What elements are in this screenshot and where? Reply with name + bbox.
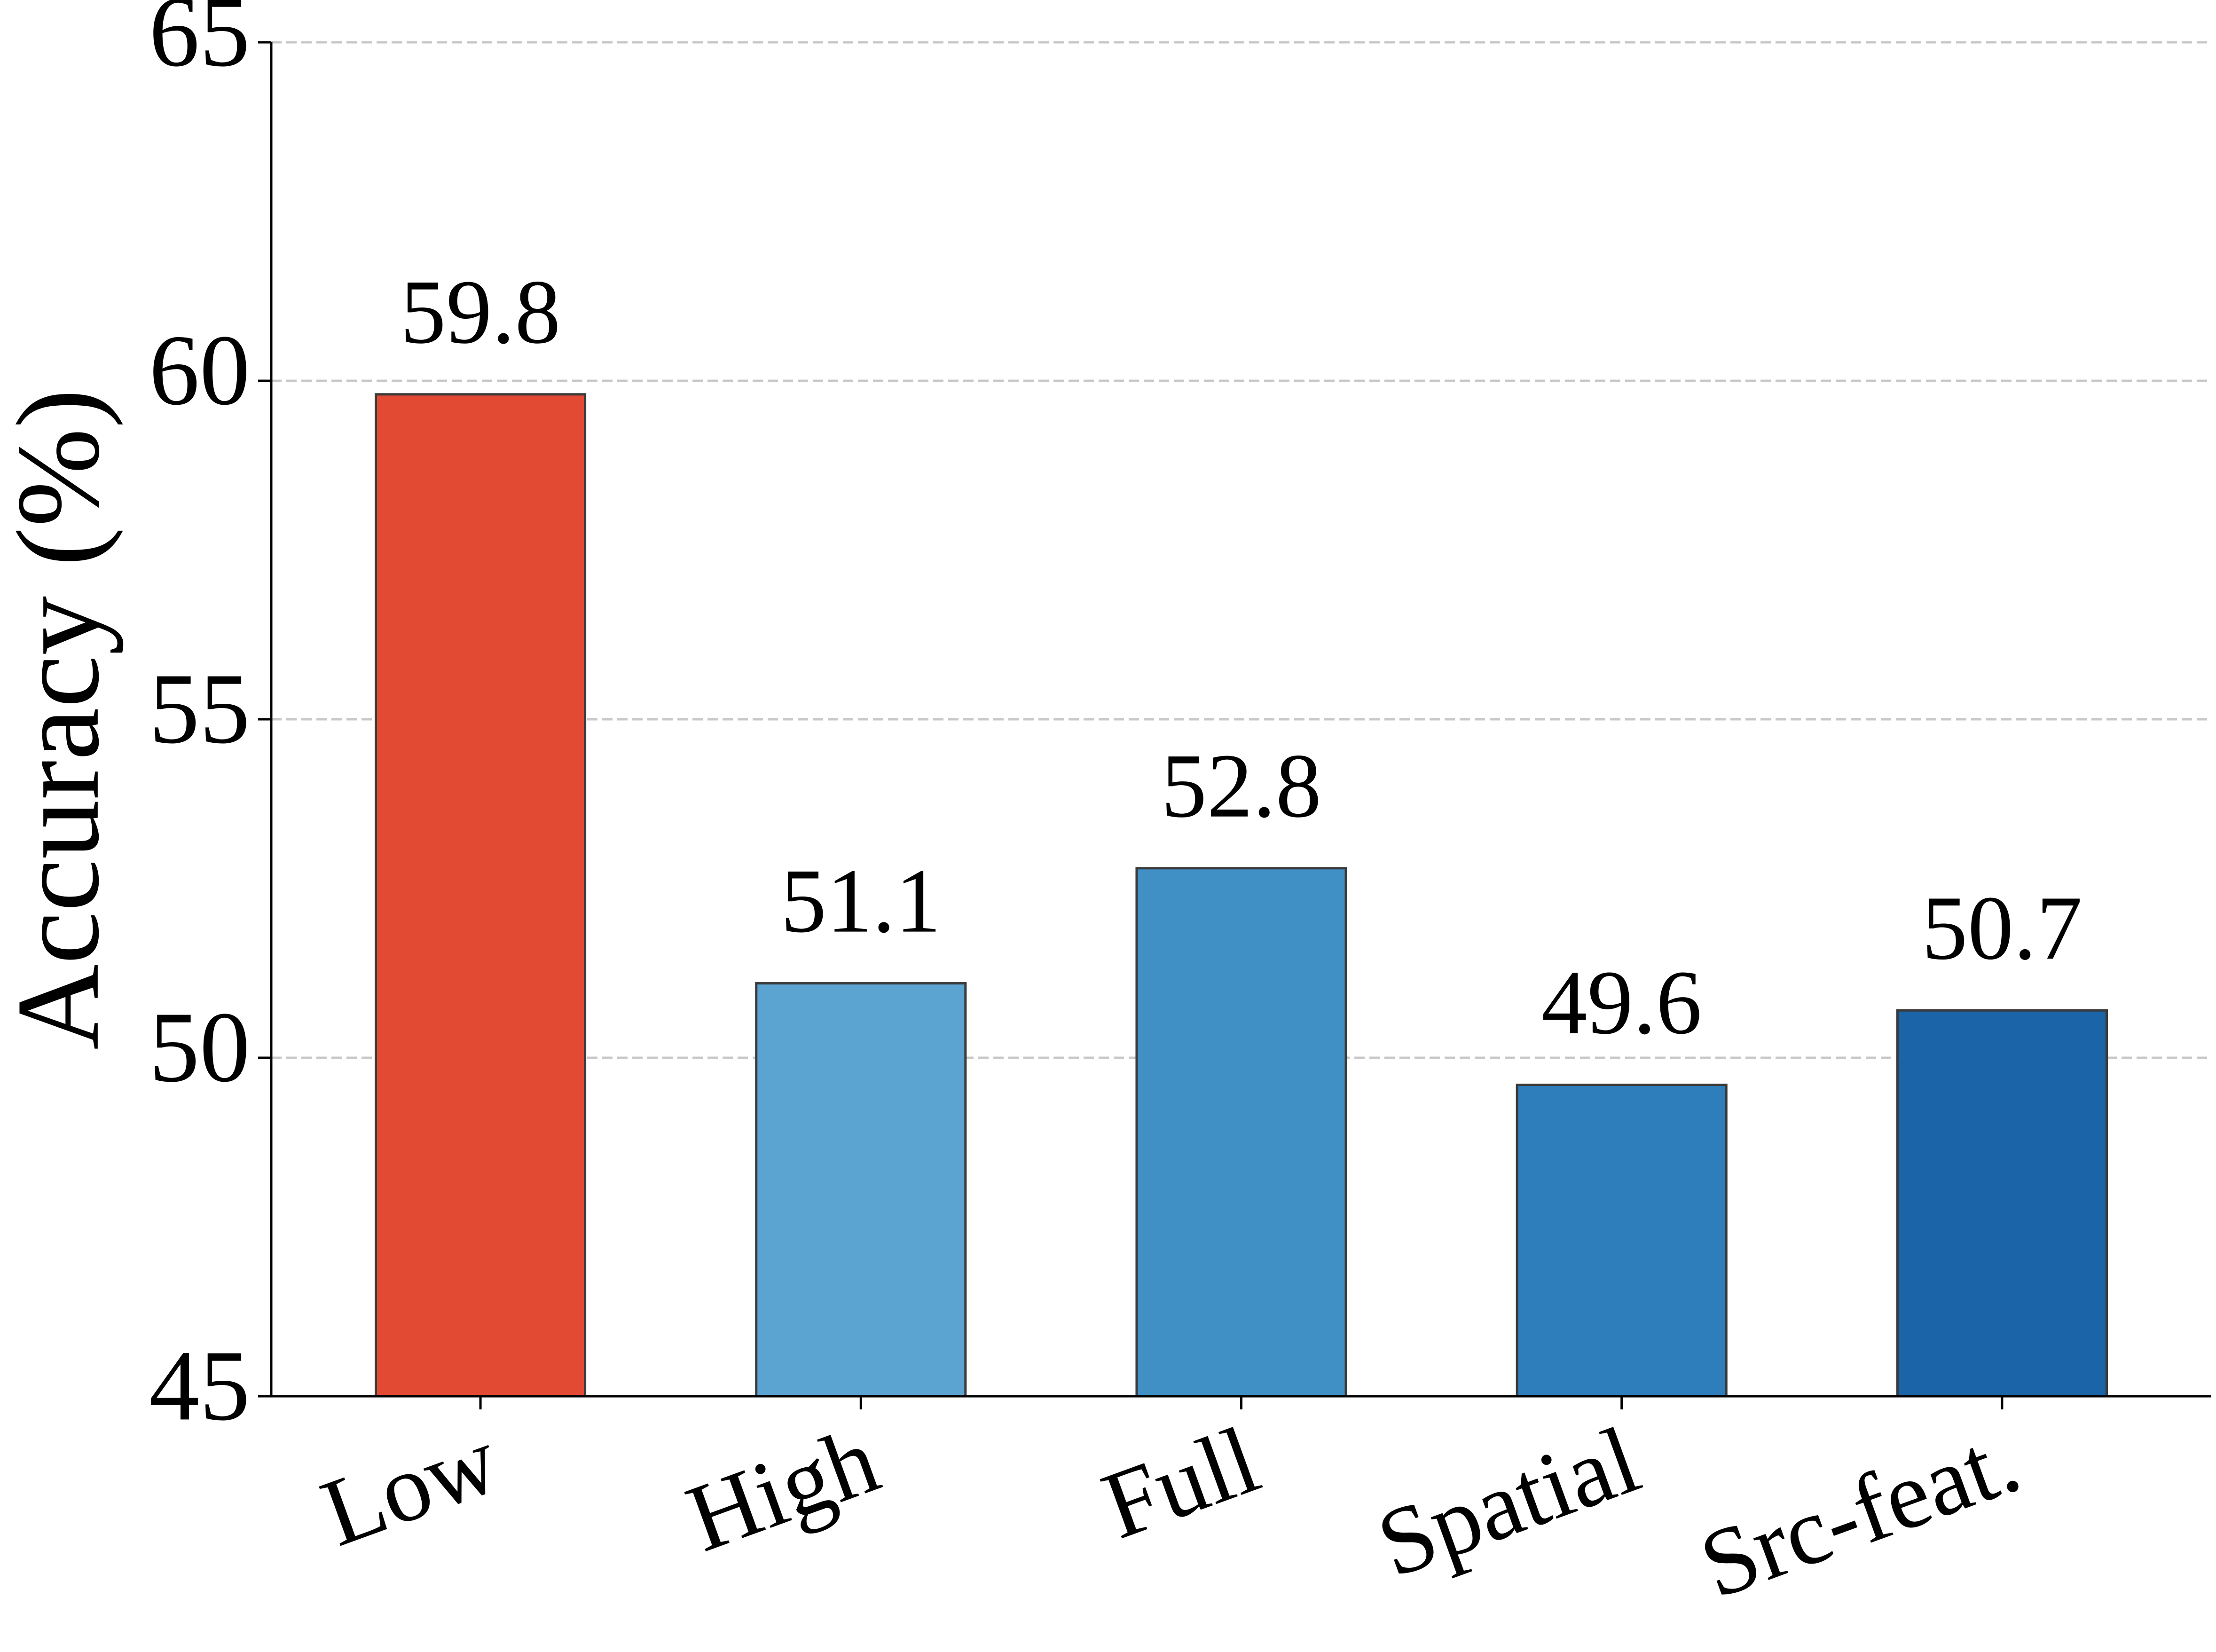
- y-tick-label: 55: [149, 652, 250, 764]
- y-tick-label: 65: [149, 0, 250, 87]
- value-label: 52.8: [1161, 735, 1321, 837]
- x-tick-label: Full: [1090, 1406, 1272, 1559]
- bar: [1516, 1084, 1728, 1398]
- y-tick-label: 45: [149, 1329, 250, 1441]
- x-tick-label: Spatial: [1364, 1406, 1652, 1598]
- bar: [1135, 867, 1347, 1398]
- x-tick-label: High: [674, 1406, 892, 1573]
- value-label: 59.8: [400, 261, 560, 363]
- value-label: 49.6: [1541, 952, 1702, 1054]
- x-tick-label: Src-feat.: [1687, 1406, 2033, 1619]
- value-label: 50.7: [1922, 877, 2082, 979]
- bar: [755, 982, 967, 1398]
- value-label: 51.1: [781, 850, 941, 952]
- y-tick-label: 60: [149, 314, 250, 426]
- x-tick-label: Low: [308, 1406, 511, 1567]
- y-tick-label: 50: [149, 991, 250, 1103]
- bar: [375, 393, 587, 1398]
- bar: [1896, 1009, 2108, 1398]
- y-axis-label: Accuracy (%): [0, 389, 124, 1050]
